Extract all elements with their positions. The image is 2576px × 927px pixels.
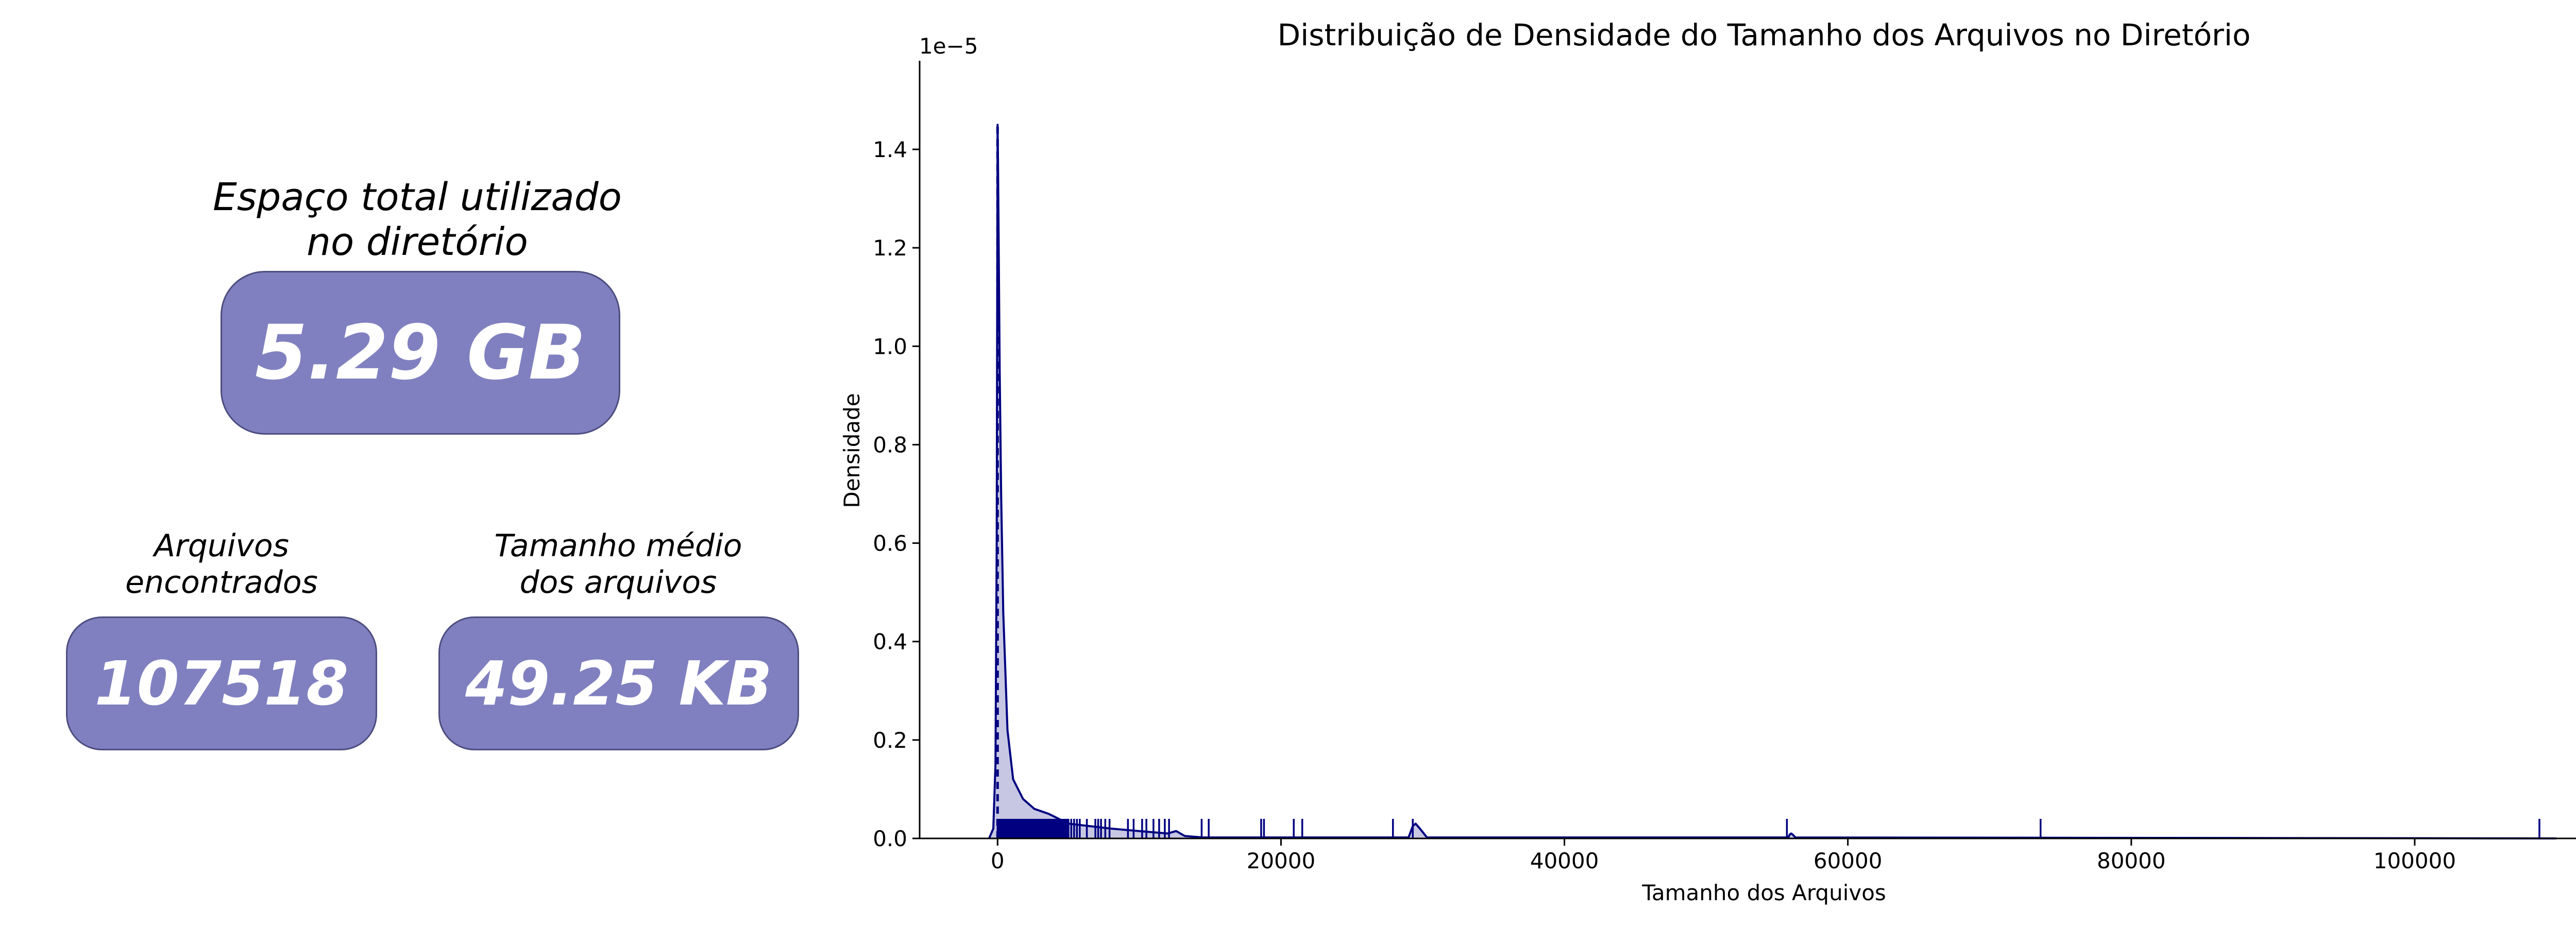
- rug-marks: [996, 819, 2540, 838]
- x-tick-label: 100000: [2374, 848, 2456, 873]
- kpi-total-value: 5.29 GB: [255, 309, 586, 397]
- y-multiplier-label: 1e−5: [919, 33, 978, 59]
- kpi-average-value: 49.25 KB: [465, 648, 772, 719]
- y-tick-label: 1.2: [873, 235, 907, 261]
- y-axis-label: Densidade: [839, 393, 865, 508]
- x-tick-label: 60000: [1814, 848, 1883, 873]
- kpi-count-label-line2: encontrados: [125, 564, 318, 600]
- kpi-count-value: 107518: [94, 648, 349, 719]
- x-tick-label: 80000: [2097, 848, 2166, 873]
- kpi-total-card: 5.29 GB: [221, 271, 620, 435]
- x-ticks: 0 20000 40000 60000 80000 100000: [991, 838, 2456, 873]
- y-tick-label: 0.8: [873, 432, 907, 457]
- kpi-count-card: 107518: [66, 616, 377, 750]
- kpi-average-label-line2: dos arquivos: [519, 564, 717, 600]
- x-tick-label: 20000: [1247, 848, 1316, 873]
- density-curve: [988, 124, 2557, 839]
- density-area: [989, 125, 2556, 839]
- kpi-average-card: 49.25 KB: [438, 616, 799, 750]
- y-tick-label: 0.0: [873, 826, 907, 851]
- kpi-count-label-line1: Arquivos: [154, 528, 289, 564]
- kpi-total-label-line1: Espaço total utilizado: [213, 175, 622, 219]
- y-tick-label: 0.4: [873, 629, 907, 655]
- kpi-count-label: Arquivos encontrados: [67, 528, 376, 601]
- y-tick-label: 0.6: [873, 531, 907, 556]
- x-tick-label: 0: [991, 848, 1005, 873]
- chart-title: Distribuição de Densidade do Tamanho dos…: [1278, 18, 2251, 53]
- kpi-total-label-line2: no diretório: [307, 220, 528, 265]
- x-tick-label: 40000: [1530, 848, 1599, 873]
- kpi-average-label: Tamanho médio dos arquivos: [443, 528, 793, 601]
- y-tick-label: 1.0: [873, 334, 907, 359]
- kpi-average-label-line1: Tamanho médio: [494, 528, 742, 564]
- x-axis-label: Tamanho dos Arquivos: [1641, 880, 1886, 905]
- kpi-total-label: Espaço total utilizado no diretório: [170, 175, 665, 265]
- y-tick-label: 1.4: [873, 137, 907, 162]
- y-tick-label: 0.2: [873, 728, 907, 753]
- y-ticks: 0.0 0.2 0.4 0.6 0.8 1.0 1.2 1.4: [873, 137, 920, 851]
